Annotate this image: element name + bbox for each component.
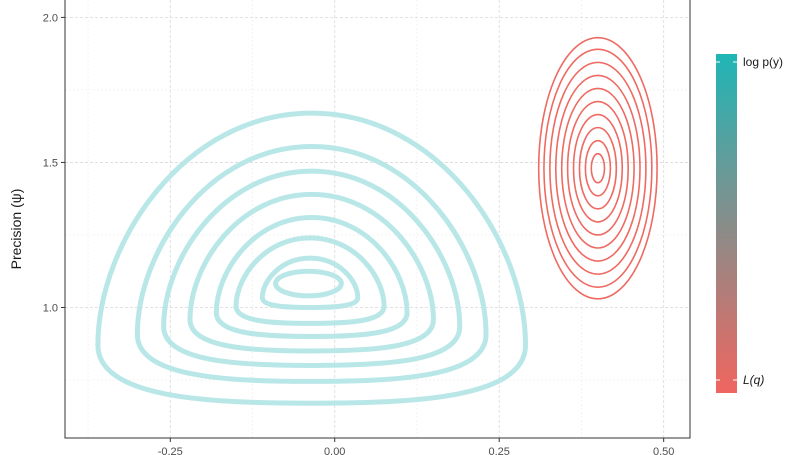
colorbar-bar	[716, 54, 737, 393]
lq-contour-8	[584, 139, 612, 197]
logp-contour-6	[259, 255, 361, 310]
lq-contour-0	[537, 36, 658, 300]
lq-contour-2	[549, 61, 647, 275]
logp-contour-2	[161, 168, 463, 368]
logp-contour-1	[134, 143, 489, 384]
lq-contour-1	[543, 48, 653, 288]
x-tick-label-3: 0.50	[653, 446, 674, 455]
lq-contour-4	[560, 87, 635, 249]
y-tick-label-2: 2.0	[43, 12, 58, 24]
y-tick-label-1: 1.5	[43, 157, 58, 169]
logp-contour-7	[273, 268, 344, 299]
logp-contour-0	[95, 110, 529, 406]
lq-contour-3	[554, 74, 641, 262]
lq-contour-7	[578, 126, 618, 210]
logp-contour-4	[213, 215, 410, 339]
x-tick-label-2: 0.25	[488, 446, 509, 455]
x-tick-label-0: -0.25	[158, 446, 183, 455]
lq-contour-5	[566, 100, 629, 236]
logp-contour-5	[233, 235, 387, 326]
colorbar-label-top: log p(y)	[743, 55, 783, 69]
x-tick-label-1: 0.00	[324, 446, 345, 455]
lq-contour-9	[590, 152, 606, 184]
colorbar: log p(y) L(q)	[716, 54, 783, 393]
plot-border	[64, 0, 691, 439]
colorbar-label-bottom: L(q)	[743, 373, 764, 387]
contour-layer	[95, 36, 658, 406]
lq-contour-6	[572, 113, 624, 223]
y-tick-label-0: 1.0	[43, 302, 58, 314]
logp-contour-3	[187, 191, 436, 354]
plot-panel	[65, 0, 690, 438]
axis-ticks: -0.25 0.00 0.25 0.50 1.0 1.5 2.0	[43, 12, 675, 455]
y-axis-title: Precision (ψ)	[8, 189, 24, 270]
